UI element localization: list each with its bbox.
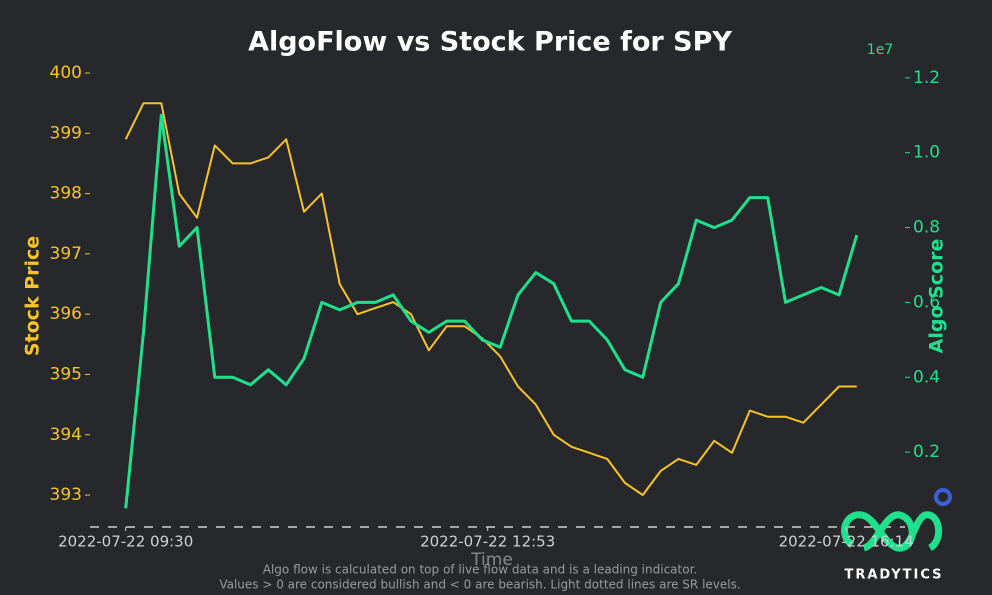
y2-axis-label: Algo Score [926,239,948,354]
y-tick-label: 395 [50,364,82,384]
logo-text: TRADYTICS [844,568,943,583]
series-line [124,113,859,509]
y-axis-label: Stock Price [22,236,44,356]
y2-tick-label: 1.2 [913,68,940,88]
y-tick-label: 397 [50,244,82,264]
y2-tick-label: 0.8 [913,218,940,238]
y2-tick-label: 0.6 [913,292,940,312]
footnote: Algo flow is calculated on top of live f… [263,563,697,577]
logo-mark [897,511,943,552]
y-tick-label: 400 [50,63,82,83]
footnote: Values > 0 are considered bullish and < … [219,578,740,592]
series-line [124,102,857,496]
y-tick-label: 394 [50,425,82,445]
y2-tick-label: 0.4 [913,367,940,387]
x-tick-label: 2022-07-22 09:30 [58,533,193,551]
y2-offset-label: 1e7 [867,42,893,58]
x-tick-label: 2022-07-22 12:53 [420,533,555,551]
x-axis-label: Time [470,550,513,570]
y2-tick-label: 1.0 [913,143,940,163]
y-tick-label: 398 [50,184,82,204]
chart-title: AlgoFlow vs Stock Price for SPY [248,27,732,58]
y2-tick-label: 0.2 [913,442,940,462]
y-tick-label: 396 [50,304,82,324]
x-tick-label: 2022-07-22 16:14 [779,533,914,551]
y-tick-label: 399 [50,123,82,143]
logo: TRADYTICS [841,488,952,583]
logo-icon [934,488,952,506]
y-tick-label: 393 [50,485,82,505]
